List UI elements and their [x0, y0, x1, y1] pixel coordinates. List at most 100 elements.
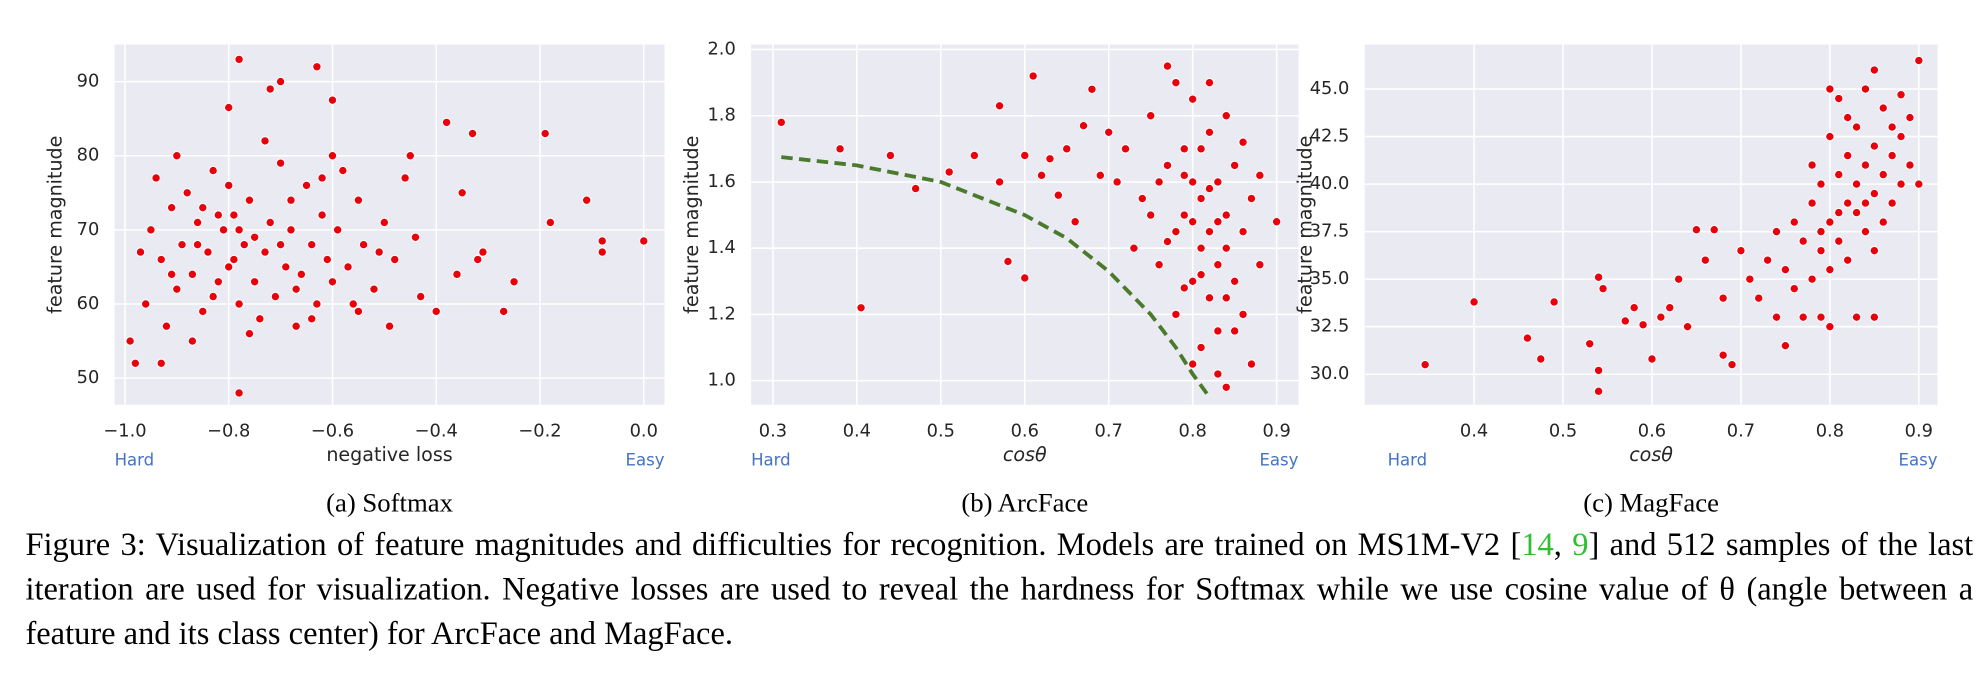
y-tick-label: 1.6 [707, 171, 735, 192]
point [1878, 169, 1888, 180]
point [473, 254, 483, 265]
point [1196, 342, 1206, 353]
point [1204, 293, 1215, 303]
point [1196, 243, 1206, 253]
point [1179, 170, 1189, 181]
point [317, 210, 327, 220]
point [229, 254, 239, 265]
point [146, 225, 156, 235]
point [213, 277, 224, 287]
point [1196, 269, 1206, 280]
point [275, 239, 286, 250]
y-tick-label: 2.0 [707, 39, 735, 60]
point [1036, 170, 1047, 181]
point [213, 210, 224, 220]
point [260, 136, 270, 146]
x-tick-label: 0.6 [1011, 421, 1039, 442]
x-tick-label: 0.0 [630, 421, 658, 442]
point [1229, 160, 1240, 171]
point [1834, 93, 1844, 104]
point [192, 217, 203, 228]
point [166, 202, 177, 213]
point [208, 291, 218, 302]
point [1221, 382, 1231, 392]
point [203, 247, 213, 257]
point [452, 269, 462, 280]
point [229, 210, 239, 220]
point [1020, 150, 1030, 161]
point [249, 277, 260, 287]
point [1825, 131, 1835, 142]
point [1620, 316, 1630, 326]
point [1593, 272, 1604, 282]
point [286, 195, 296, 205]
subcaption: (b) ArcFace [961, 488, 1088, 518]
x-tick-label: 0.4 [843, 421, 871, 442]
point [1718, 350, 1728, 360]
point [1682, 321, 1693, 332]
point [1179, 283, 1189, 293]
point [415, 291, 426, 302]
point [1745, 274, 1755, 284]
point [1238, 226, 1248, 237]
point [307, 314, 317, 324]
citation[interactable]: 9 [1572, 525, 1589, 563]
point [1229, 276, 1240, 287]
y-tick-label: 32.5 [1310, 316, 1350, 337]
point [1887, 198, 1897, 208]
point [327, 151, 338, 161]
point [1780, 264, 1791, 275]
citation[interactable]: 14 [1521, 525, 1554, 563]
point [1196, 193, 1206, 204]
point [1807, 160, 1817, 170]
point [332, 225, 343, 235]
point [1549, 297, 1559, 307]
subcaption: (c) MagFace [1583, 488, 1719, 518]
point [156, 254, 166, 265]
point [509, 277, 519, 287]
point [384, 321, 395, 331]
point [1851, 312, 1862, 322]
point [1129, 243, 1139, 253]
hard-label: Hard [115, 450, 155, 469]
point [1780, 340, 1791, 351]
x-tick-label: −0.4 [415, 421, 458, 442]
point [312, 299, 322, 309]
point [1834, 169, 1844, 180]
point [1187, 177, 1198, 187]
point [218, 225, 229, 235]
point [1754, 293, 1764, 303]
point [281, 262, 291, 272]
point [1629, 302, 1639, 313]
plot-area [1364, 44, 1938, 405]
point [348, 299, 358, 309]
dashed-curve [781, 155, 1212, 399]
point [353, 306, 364, 317]
point [156, 358, 166, 369]
point [1825, 264, 1835, 275]
point [1078, 120, 1089, 131]
point [1914, 55, 1924, 66]
point [223, 180, 234, 191]
y-tick-label: 80 [77, 145, 100, 166]
point [307, 239, 317, 250]
point [1869, 141, 1880, 151]
point [182, 188, 192, 198]
point [192, 239, 203, 250]
point [478, 247, 488, 257]
point [1656, 312, 1666, 322]
point [597, 247, 607, 257]
point [390, 254, 400, 265]
point [994, 177, 1005, 187]
point [234, 388, 244, 398]
x-tick-label: 0.7 [1095, 421, 1123, 442]
point [249, 232, 260, 242]
point [1213, 216, 1223, 227]
point [1771, 226, 1782, 237]
point [1869, 245, 1880, 256]
point [1221, 210, 1231, 220]
point [1179, 144, 1189, 154]
point [198, 202, 208, 213]
point [1807, 198, 1817, 208]
